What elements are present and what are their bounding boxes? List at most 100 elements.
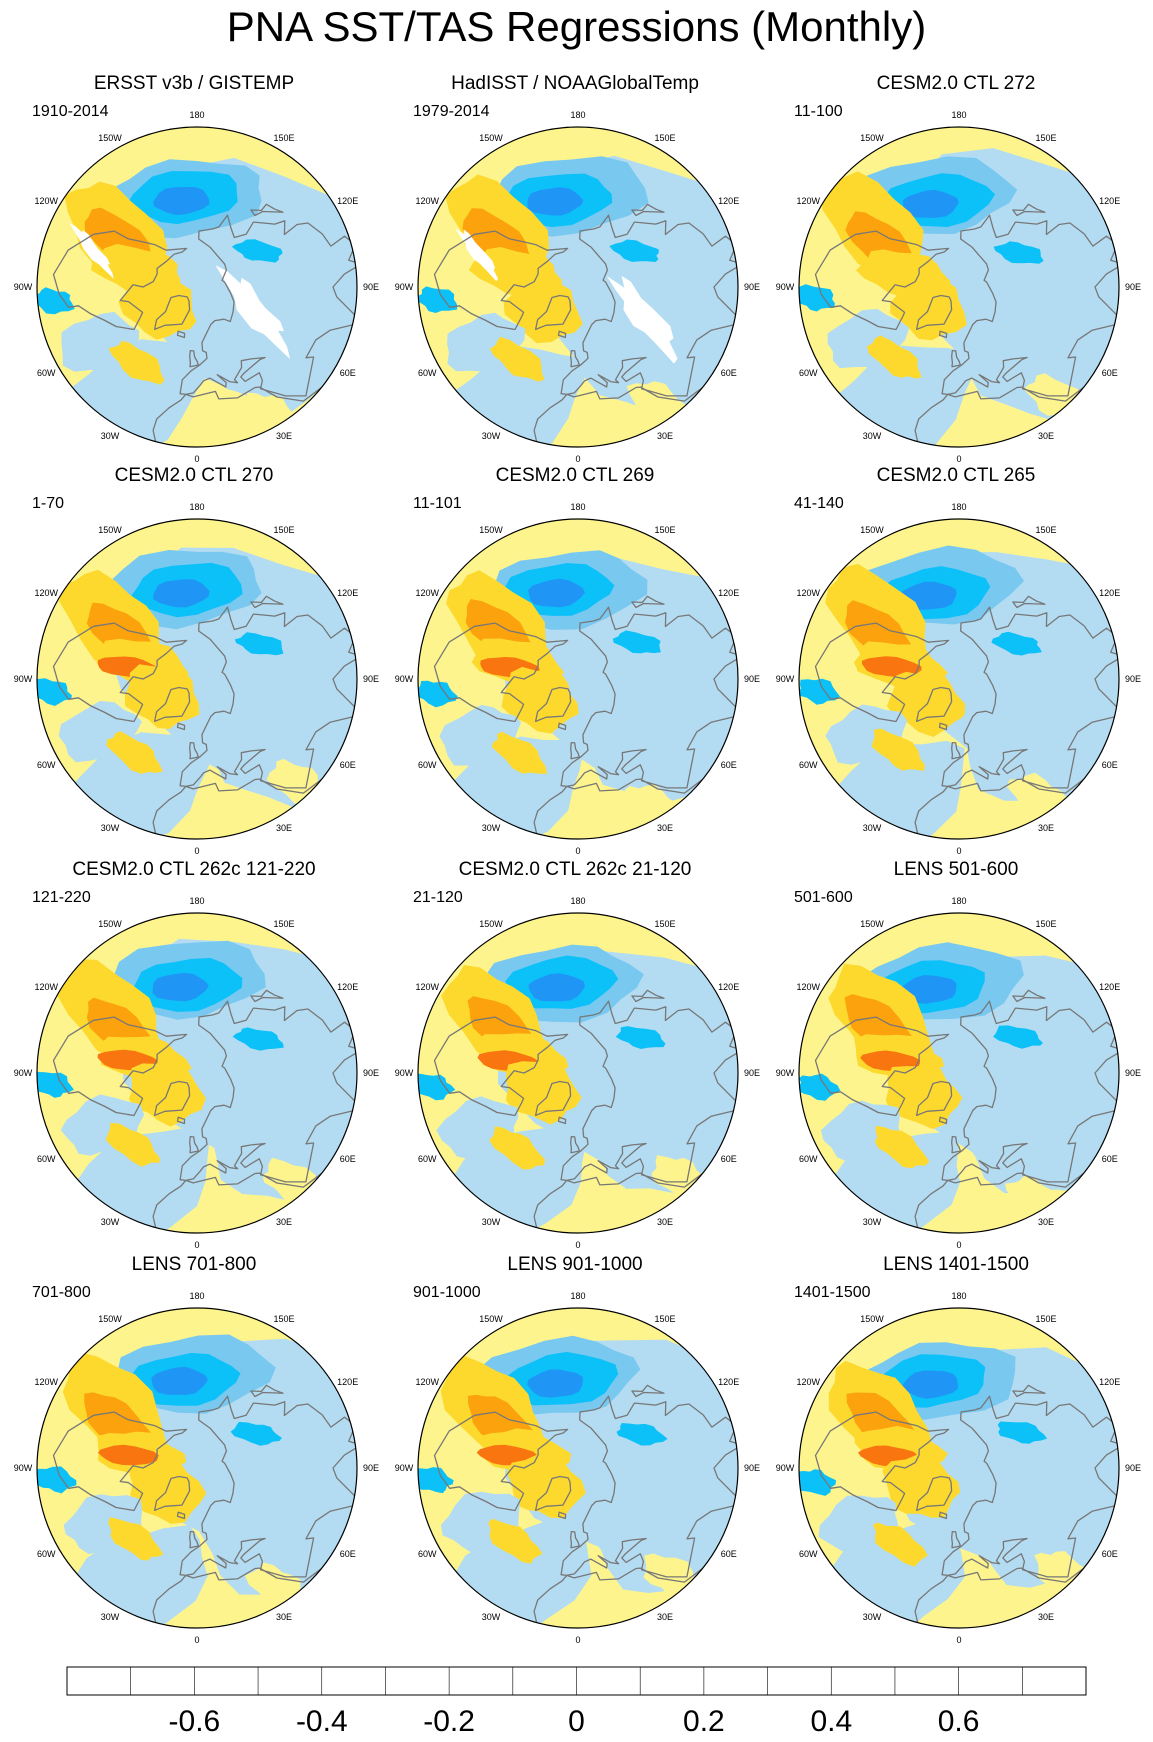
anomaly-contour bbox=[151, 1366, 208, 1395]
longitude-label: 0 bbox=[575, 454, 580, 464]
longitude-label: 60W bbox=[418, 1154, 437, 1164]
map-panel: CESM2.0 CTL 265 180 150E 120E 90E 60E 30E 0 30W 6… bbox=[766, 464, 1146, 864]
longitude-label: 0 bbox=[575, 1240, 580, 1250]
longitude-label: 180 bbox=[189, 502, 204, 512]
anomaly-contour bbox=[505, 1059, 582, 1125]
anomaly-contour bbox=[491, 731, 548, 774]
panel-title: CESM2.0 CTL 269 bbox=[495, 465, 655, 486]
longitude-label: 60E bbox=[721, 1154, 737, 1164]
missing-data-area bbox=[455, 228, 499, 281]
longitude-label: 0 bbox=[575, 1635, 580, 1645]
coastline bbox=[189, 1530, 200, 1549]
longitude-label: 180 bbox=[951, 110, 966, 120]
coastline bbox=[1012, 989, 1046, 1003]
coastline bbox=[814, 1016, 950, 1117]
longitude-label: 150W bbox=[860, 1314, 884, 1324]
coastline bbox=[250, 203, 284, 217]
longitude-label: 90E bbox=[744, 282, 760, 292]
longitude-label: 180 bbox=[189, 110, 204, 120]
coastline bbox=[534, 686, 572, 723]
anomaly-contour bbox=[997, 1421, 1048, 1444]
longitude-label: 0 bbox=[956, 1240, 961, 1250]
anomaly-contour bbox=[993, 1025, 1043, 1049]
longitude-label: 150E bbox=[654, 133, 675, 143]
longitude-label: 60E bbox=[1102, 1154, 1118, 1164]
longitude-label: 120E bbox=[337, 1377, 358, 1387]
anomaly-contour bbox=[418, 680, 458, 708]
longitude-label: 120E bbox=[1099, 982, 1120, 992]
missing-data-area bbox=[215, 265, 291, 360]
missing-data-area bbox=[69, 223, 114, 279]
anomaly-contour bbox=[129, 1456, 207, 1524]
longitude-label: 90E bbox=[1125, 282, 1141, 292]
map-panel: ERSST v3b / GISTEMP 180 150E 120E 90E 60E 30E 0… bbox=[4, 72, 384, 472]
longitude-label: 150W bbox=[98, 1314, 122, 1324]
longitude-label: 60E bbox=[340, 1549, 356, 1559]
coastline bbox=[915, 1080, 953, 1117]
polar-map: 180 150E 120E 90E 60E 30E 0 30W 60W 90W 120W 150W bbox=[395, 1291, 760, 1645]
anomaly-contour bbox=[1006, 772, 1067, 818]
map-panel: CESM2.0 CTL 272 180 150E 120E 90E 60E 30E 0 30W 6… bbox=[766, 72, 1146, 472]
polar-map: 180 150E 120E 90E 60E 30E 0 30W 60W 90W 120W 150W bbox=[395, 502, 760, 856]
longitude-label: 120E bbox=[718, 982, 739, 992]
longitude-label: 90W bbox=[395, 1463, 414, 1473]
coastline bbox=[153, 686, 191, 723]
longitude-label: 90E bbox=[1125, 1068, 1141, 1078]
anomaly-contour bbox=[799, 1469, 837, 1496]
longitude-label: 150E bbox=[654, 525, 675, 535]
anomaly-contour bbox=[615, 1026, 666, 1049]
anomaly-contour bbox=[108, 1517, 164, 1561]
longitude-label: 90W bbox=[395, 1068, 414, 1078]
longitude-label: 150E bbox=[654, 1314, 675, 1324]
coastline bbox=[52, 1016, 188, 1117]
longitude-label: 120W bbox=[35, 982, 59, 992]
coastline bbox=[534, 1080, 572, 1117]
coastline bbox=[951, 349, 962, 368]
polar-map: 180 150E 120E 90E 60E 30E 0 30W 60W 90W 120W 150W bbox=[776, 502, 1141, 856]
map-panel: CESM2.0 CTL 262c 21-120 180 150E 120E 90E 60E… bbox=[385, 858, 765, 1258]
map-panel: HadISST / NOAAGlobalTemp 180 150E 120E 90E 60… bbox=[385, 72, 765, 472]
longitude-label: 60E bbox=[721, 368, 737, 378]
map-boundary bbox=[36, 518, 358, 840]
longitude-label: 30E bbox=[657, 1612, 673, 1622]
anomaly-contour bbox=[612, 630, 661, 654]
longitude-label: 90W bbox=[776, 282, 795, 292]
longitude-label: 180 bbox=[951, 1291, 966, 1301]
coastline bbox=[951, 1530, 962, 1549]
anomaly-contour bbox=[418, 1467, 454, 1494]
coastline bbox=[1012, 1384, 1046, 1398]
longitude-label: 60W bbox=[418, 368, 437, 378]
longitude-label: 90E bbox=[363, 1463, 379, 1473]
longitude-label: 120W bbox=[416, 982, 440, 992]
coastline bbox=[176, 1511, 186, 1520]
longitude-label: 30W bbox=[863, 1217, 882, 1227]
anomaly-contour bbox=[503, 277, 583, 344]
longitude-label: 30W bbox=[482, 823, 501, 833]
longitude-label: 0 bbox=[956, 1635, 961, 1645]
longitude-label: 90W bbox=[14, 1463, 33, 1473]
anomaly-contour bbox=[489, 1126, 546, 1170]
longitude-label: 150E bbox=[654, 919, 675, 929]
longitude-label: 120E bbox=[718, 1377, 739, 1387]
longitude-label: 150W bbox=[479, 919, 503, 929]
longitude-label: 60W bbox=[37, 1154, 56, 1164]
longitude-label: 0 bbox=[956, 454, 961, 464]
coastline bbox=[176, 330, 186, 339]
anomaly-contour bbox=[588, 1470, 727, 1593]
coastline bbox=[189, 349, 200, 368]
longitude-label: 150E bbox=[273, 1314, 294, 1324]
coastline bbox=[915, 294, 953, 331]
colorbar-tick-label: 0.4 bbox=[810, 1705, 852, 1738]
anomaly-contour bbox=[527, 187, 584, 216]
longitude-label: 90W bbox=[14, 1068, 33, 1078]
longitude-label: 90E bbox=[363, 1068, 379, 1078]
coastline bbox=[433, 230, 569, 331]
polar-map: 180 150E 120E 90E 60E 30E 0 30W 60W 90W 120W 150W bbox=[14, 1291, 379, 1645]
anomaly-contour bbox=[882, 1454, 961, 1518]
longitude-label: 60E bbox=[1102, 368, 1118, 378]
longitude-label: 30E bbox=[1038, 1612, 1054, 1622]
anomaly-contour bbox=[582, 290, 723, 416]
map-boundary bbox=[417, 912, 739, 1234]
longitude-label: 120E bbox=[718, 196, 739, 206]
coastline bbox=[52, 1411, 188, 1512]
